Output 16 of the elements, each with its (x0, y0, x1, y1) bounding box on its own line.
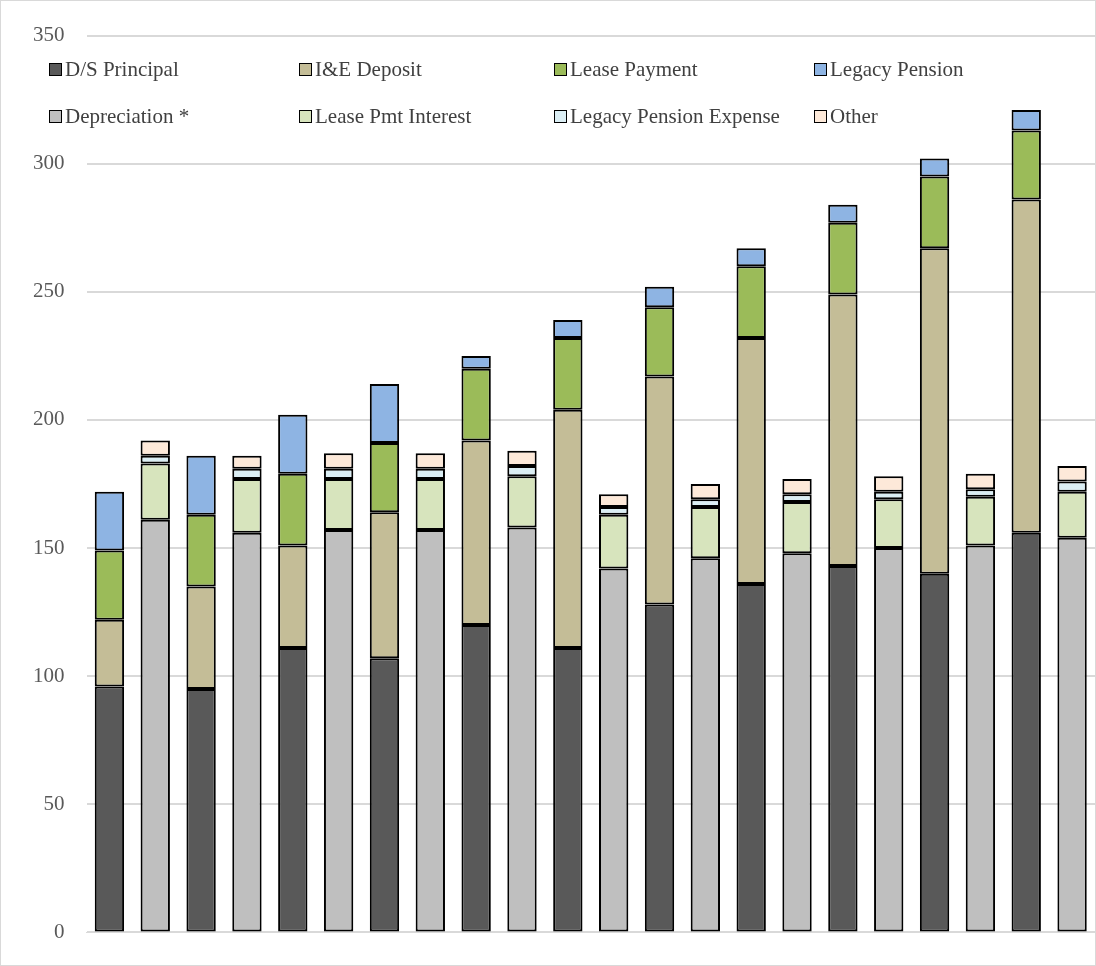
legend-label: D/S Principal (65, 57, 179, 82)
legend-label: Lease Pmt Interest (315, 104, 472, 129)
legend-label: Other (830, 104, 878, 129)
legend-label: I&E Deposit (315, 57, 422, 82)
y-tick-label: 200 (33, 406, 65, 431)
y-tick-label: 350 (33, 22, 65, 47)
y-tick-label: 150 (33, 534, 65, 559)
y-tick-label: 300 (33, 150, 65, 175)
legend-label: Depreciation * (65, 104, 190, 129)
legend-label: Legacy Pension (830, 57, 964, 82)
y-tick-label: 250 (33, 278, 65, 303)
legend-label: Lease Payment (570, 57, 698, 82)
legend-label: Legacy Pension Expense (570, 104, 780, 129)
y-tick-label: 50 (43, 790, 65, 815)
y-tick-label: 100 (33, 662, 65, 687)
y-tick-label: 0 (54, 918, 65, 943)
